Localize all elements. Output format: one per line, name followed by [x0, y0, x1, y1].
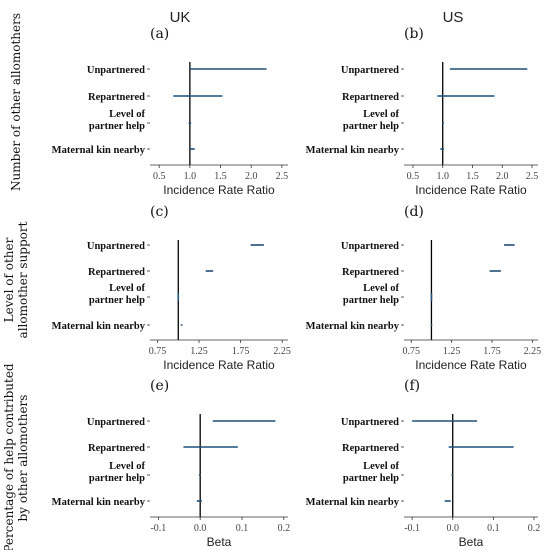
- category-label-line: partner help: [343, 295, 399, 306]
- row-title-line: Number of other allomothers: [9, 13, 23, 191]
- x-tick-label: 0.1: [236, 523, 249, 534]
- x-tick-label: 2.5: [276, 171, 289, 182]
- category-label: Repartnered: [88, 92, 145, 103]
- x-tick-label: 0.5: [407, 171, 420, 182]
- category-label: Level of partner help: [343, 283, 400, 306]
- panel-e: (e) -0.1 0.0 0.1 0.2 Beta Unpartnered Repartner…: [52, 378, 290, 549]
- x-tick-label: 0.2: [278, 523, 291, 534]
- category-label: Unpartnered: [87, 65, 145, 76]
- category-label-line: Level of: [109, 109, 145, 120]
- category-label-line: Level of: [363, 283, 399, 294]
- category-label: Maternal kin nearby: [52, 321, 146, 332]
- x-tick-label: 1.5: [214, 171, 227, 182]
- category-label: Maternal kin nearby: [52, 145, 146, 156]
- category-label: Repartnered: [342, 92, 399, 103]
- category-label: Unpartnered: [87, 241, 145, 252]
- row-title-2: Level of otherallomother support: [2, 221, 30, 338]
- x-tick-label: 0.0: [446, 523, 459, 534]
- row-title-line: by other allomothers: [16, 395, 30, 522]
- category-label-line: partner help: [343, 121, 399, 132]
- col-title-uk: UK: [170, 9, 191, 26]
- category-label: Level of partner help: [343, 461, 400, 484]
- category-label: Repartnered: [342, 443, 399, 454]
- category-label-line: Level of: [109, 461, 145, 472]
- x-tick-label: 1.0: [184, 171, 197, 182]
- category-label: Maternal kin nearby: [52, 497, 146, 508]
- panel-label: (d): [404, 204, 424, 220]
- row-title-3: Percentage of help contributedby other a…: [2, 363, 30, 550]
- x-tick-label: 1.0: [436, 171, 449, 182]
- x-axis-title: Incidence Rate Ratio: [163, 183, 275, 197]
- category-label-line: partner help: [89, 473, 145, 484]
- category-label-line: partner help: [343, 473, 399, 484]
- col-title-us: US: [443, 9, 464, 26]
- category-label: Level of partner help: [89, 461, 146, 484]
- x-tick-label: 2.5: [526, 171, 539, 182]
- category-label: Unpartnered: [341, 65, 399, 76]
- x-tick-label: 2.25: [524, 346, 542, 357]
- x-tick-label: 1.25: [443, 346, 461, 357]
- x-tick-label: 0.75: [403, 346, 421, 357]
- category-label: Repartnered: [88, 267, 145, 278]
- row-title-line: Level of other: [2, 237, 16, 322]
- category-label: Repartnered: [342, 267, 399, 278]
- category-label-line: partner help: [89, 295, 145, 306]
- x-tick-label: -0.1: [404, 523, 420, 534]
- row-title-1: Number of other allomothers: [9, 13, 23, 191]
- x-tick-label: 0.0: [194, 523, 207, 534]
- x-axis-title: Beta: [459, 535, 484, 549]
- category-label: Maternal kin nearby: [306, 321, 400, 332]
- x-tick-label: 0.75: [149, 346, 167, 357]
- x-tick-label: 0.5: [153, 171, 166, 182]
- x-tick-label: 1.75: [483, 346, 501, 357]
- category-label-line: partner help: [89, 121, 145, 132]
- x-axis-title: Incidence Rate Ratio: [163, 358, 275, 372]
- x-tick-label: 0.2: [528, 523, 541, 534]
- x-tick-label: 2.25: [273, 346, 291, 357]
- x-tick-label: 2.0: [245, 171, 258, 182]
- category-label: Level of partner help: [89, 283, 146, 306]
- x-axis-title: Beta: [207, 535, 232, 549]
- panel-label: (a): [150, 26, 169, 42]
- category-label: Level of partner help: [89, 109, 146, 132]
- panel-label: (b): [404, 26, 424, 42]
- x-tick-label: 0.1: [487, 523, 500, 534]
- category-label-line: Level of: [363, 109, 399, 120]
- category-label: Unpartnered: [341, 241, 399, 252]
- category-label: Unpartnered: [87, 417, 145, 428]
- category-label: Repartnered: [88, 443, 145, 454]
- row-title-line: allomother support: [16, 221, 30, 338]
- panel-label: (f): [404, 378, 420, 394]
- row-title-line: Percentage of help contributed: [2, 363, 16, 550]
- category-label: Level of partner help: [343, 109, 400, 132]
- panel-label: (c): [150, 204, 169, 220]
- category-label: Unpartnered: [341, 417, 399, 428]
- x-tick-label: 1.75: [232, 346, 250, 357]
- category-label-line: Level of: [109, 283, 145, 294]
- category-label: Maternal kin nearby: [306, 145, 400, 156]
- category-label: Maternal kin nearby: [306, 497, 400, 508]
- x-tick-label: 1.25: [190, 346, 208, 357]
- x-axis-title: Incidence Rate Ratio: [415, 358, 527, 372]
- x-tick-label: -0.1: [150, 523, 166, 534]
- panel-f: (f) -0.1 0.0 0.1 0.2 Beta Unpartnered Repartner…: [306, 378, 541, 549]
- x-tick-label: 2.0: [496, 171, 509, 182]
- x-axis-title: Incidence Rate Ratio: [415, 183, 527, 197]
- x-tick-label: 1.5: [466, 171, 479, 182]
- panel-label: (e): [150, 378, 169, 394]
- category-label-line: Level of: [363, 461, 399, 472]
